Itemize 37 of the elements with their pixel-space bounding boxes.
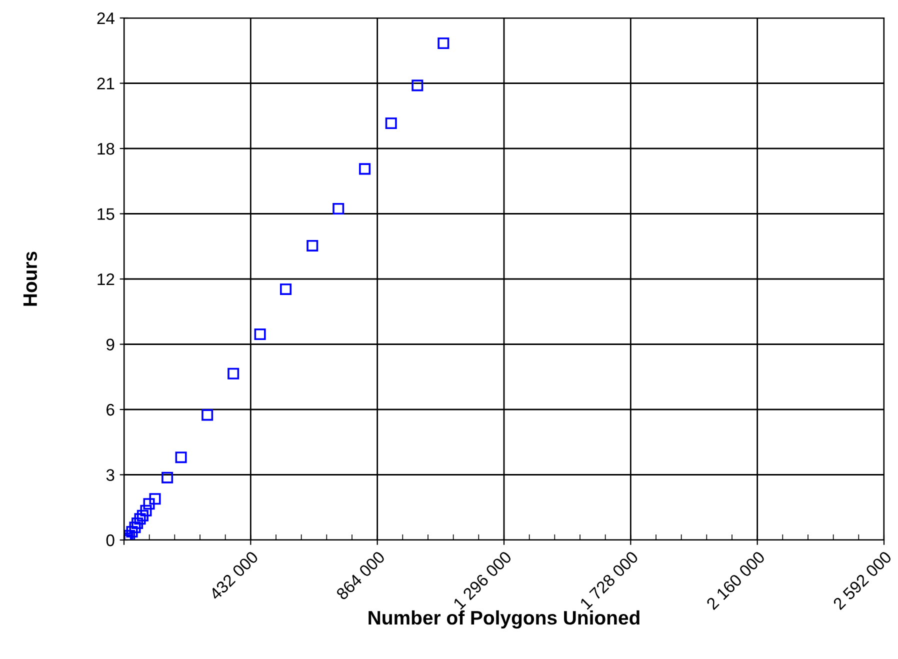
- y-tick-label: 9: [106, 338, 114, 350]
- point: [385, 118, 397, 130]
- point: [280, 283, 292, 295]
- y-tick-label: 6: [106, 404, 114, 416]
- point: [129, 522, 141, 534]
- y-axis-title: Hours: [23, 252, 38, 306]
- point: [254, 328, 266, 340]
- point: [132, 517, 144, 530]
- x-tick-label: 2 592 000: [832, 550, 892, 610]
- y-tick-label: 3: [106, 469, 114, 481]
- point: [140, 504, 152, 516]
- point: [143, 498, 155, 510]
- point: [332, 202, 344, 215]
- point: [228, 368, 240, 380]
- y-tick-label: 21: [97, 78, 114, 90]
- x-tick-label: 432 000: [208, 550, 259, 601]
- y-tick-label: 15: [98, 208, 114, 220]
- point: [126, 526, 138, 538]
- point: [306, 240, 318, 252]
- point: [438, 37, 450, 49]
- y-tick-label: 0: [106, 534, 114, 546]
- point: [162, 472, 174, 484]
- x-axis-title: Number of Polygons Unioned: [368, 610, 640, 629]
- x-tick-label: 1 728 000: [579, 550, 639, 610]
- x-tick-label: 864 000: [336, 550, 386, 600]
- y-tick-label: 18: [98, 142, 114, 155]
- point: [359, 163, 371, 175]
- point: [134, 513, 146, 525]
- point: [412, 80, 424, 92]
- point: [202, 409, 214, 421]
- point: [136, 510, 148, 522]
- point: [175, 452, 187, 464]
- y-tick-label: 12: [98, 273, 114, 286]
- point: [149, 493, 161, 505]
- y-tick-label: 24: [97, 12, 114, 24]
- x-tick-label: 1 296 000: [452, 550, 512, 610]
- x-tick-label: 2 160 000: [706, 550, 766, 610]
